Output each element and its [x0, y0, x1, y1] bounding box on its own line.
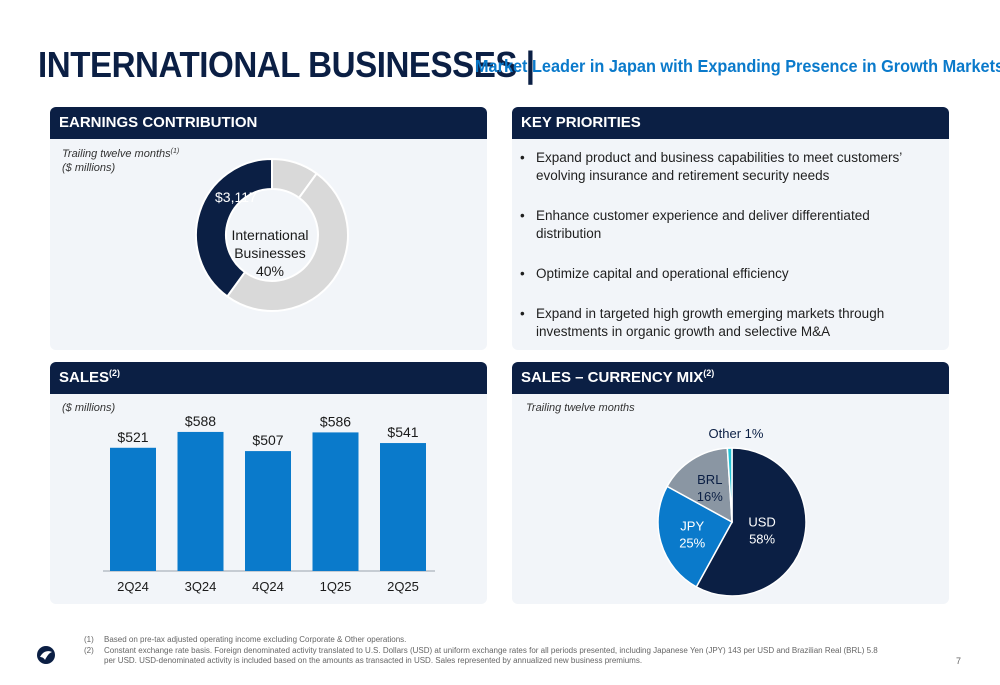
bar-data-label: $541 [387, 424, 418, 440]
currency-mix-heading-footnote-ref: (2) [703, 368, 715, 378]
currency-mix-panel: SALES – CURRENCY MIX(2) Trailing twelve … [512, 362, 949, 604]
priority-text: Expand product and business capabilities… [536, 150, 902, 183]
sales-panel: SALES(2) ($ millions) $521 2Q24 $588 3Q24 $5… [50, 362, 487, 604]
pie-slice-name: USD [748, 515, 775, 530]
footnote: (2) Constant exchange rate basis. Foreign… [84, 646, 884, 667]
slice-name: Other [709, 426, 745, 441]
bullet-icon: • [520, 150, 525, 165]
bullet-icon: • [520, 306, 525, 321]
pie-slice [726, 447, 733, 523]
earnings-note-units: ($ millions) [62, 162, 116, 174]
earnings-value-label: $3,117 [215, 189, 257, 205]
page-number: 7 [956, 656, 962, 666]
sales-bar [110, 447, 156, 571]
bar-data-label: $521 [117, 429, 148, 445]
sales-bar [380, 443, 426, 571]
slice-value: 1% [745, 426, 764, 441]
priority-text: Expand in targeted high growth emerging … [536, 306, 885, 339]
earnings-donut-chart [195, 157, 349, 312]
bar-data-label: $588 [185, 413, 216, 429]
x-tick-label: 1Q25 [320, 579, 352, 594]
priority-item: • Enhance customer experience and deliver… [516, 207, 936, 243]
currency-mix-pie-chart: USD 58% JPY 25% BRL 16% Other 1% [657, 426, 807, 597]
priority-item: • Expand in targeted high growth emerging… [516, 305, 936, 341]
bar-data-label: $507 [252, 432, 283, 448]
page-title: INTERNATIONAL BUSINESSES | [38, 44, 535, 85]
sales-heading-footnote-ref: (2) [109, 368, 121, 378]
footnote: (1) Based on pre-tax adjusted operating i… [84, 635, 884, 646]
key-priorities-panel: KEY PRIORITIES • Expand product and busin… [512, 107, 949, 350]
currency-mix-note: Trailing twelve months [526, 402, 635, 414]
earnings-contribution-panel: EARNINGS CONTRIBUTION Trailing twelve mo… [50, 107, 487, 350]
earnings-center-line1: International [231, 227, 309, 243]
sales-bar [312, 432, 359, 571]
sales-bar [177, 431, 224, 571]
currency-mix-heading: SALES – CURRENCY MIX(2) [512, 362, 949, 394]
pie-slice [695, 447, 807, 597]
sales-heading: SALES(2) [50, 362, 487, 394]
pie-slice-name: JPY [680, 519, 704, 534]
footnotes: (1) Based on pre-tax adjusted operating i… [84, 635, 884, 667]
pie-slice-value: 16% [697, 489, 723, 504]
company-logo-icon [37, 646, 55, 664]
sales-bar-chart: $521 2Q24 $588 3Q24 $507 4Q24 $586 1Q25 $541 2Q25 [103, 413, 435, 594]
priority-text: Optimize capital and operational efficie… [536, 266, 789, 281]
bullet-icon: • [520, 208, 525, 223]
earnings-note-footnote-ref: (1) [170, 148, 180, 155]
earnings-note-ttm: Trailing twelve months [62, 148, 171, 160]
x-tick-label: 3Q24 [185, 579, 217, 594]
key-priorities-heading: KEY PRIORITIES [512, 107, 949, 139]
pie-slice-value: 58% [749, 532, 775, 547]
pie-slice [666, 447, 733, 524]
earnings-center-line3: 40% [255, 263, 285, 279]
key-priorities-list: • Expand product and business capabilitie… [516, 149, 936, 346]
pie-slice [657, 485, 734, 588]
x-tick-label: 2Q24 [117, 579, 149, 594]
bar-data-label: $586 [320, 413, 351, 429]
footnote-text: Based on pre-tax adjusted operating inco… [104, 635, 407, 644]
donut-slice [225, 172, 349, 312]
pie-slice-label: Other 1% [709, 426, 764, 441]
priority-text: Enhance customer experience and deliver … [536, 208, 870, 241]
donut-slice [195, 157, 274, 298]
x-tick-label: 4Q24 [252, 579, 284, 594]
earnings-contribution-heading: EARNINGS CONTRIBUTION [50, 107, 487, 139]
footnote-text: Constant exchange rate basis. Foreign de… [104, 645, 878, 666]
x-tick-label: 2Q25 [387, 579, 419, 594]
sales-bar [245, 451, 291, 571]
sales-note: ($ millions) [62, 402, 116, 414]
footnote-number: (2) [84, 645, 94, 655]
earnings-note: Trailing twelve months(1) ($ millions) [62, 147, 179, 175]
bullet-icon: • [520, 266, 525, 281]
pie-slice-value: 25% [679, 536, 705, 551]
page-subtitle: Market Leader in Japan with Expanding Pr… [475, 56, 1000, 76]
earnings-center-line2: Businesses [234, 245, 306, 261]
priority-item: • Expand product and business capabilitie… [516, 149, 936, 185]
pie-slice-name: BRL [697, 472, 722, 487]
priority-item: • Optimize capital and operational effici… [516, 265, 936, 283]
earnings-center-label: International Businesses 40% [228, 226, 312, 280]
footnote-number: (1) [84, 635, 94, 644]
